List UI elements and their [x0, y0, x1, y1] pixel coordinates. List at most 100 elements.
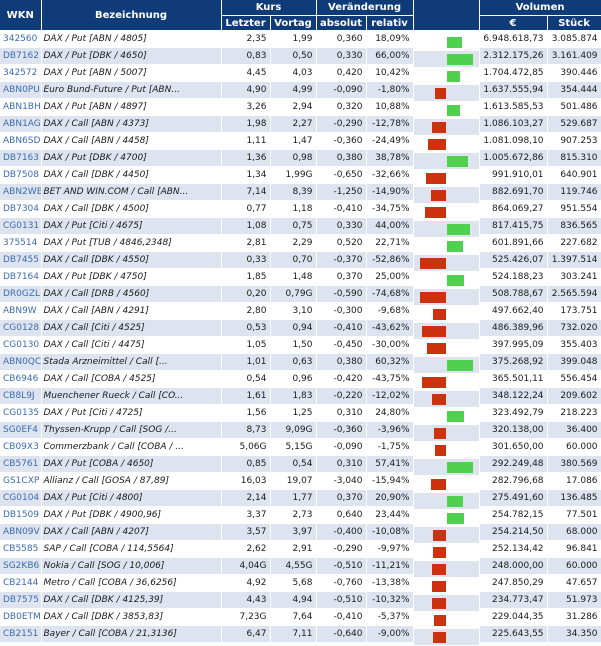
wkn-link[interactable]: CB09X3: [0, 438, 42, 456]
wkn-link[interactable]: DB1509: [0, 506, 42, 524]
table-row[interactable]: CG0130 DAX / Call [Citi / 4475] 1,05 1,50 -0…: [0, 336, 601, 357]
wkn-link[interactable]: GS1CXP: [0, 472, 42, 490]
wkn-link[interactable]: DB7455: [0, 251, 42, 269]
wkn-link[interactable]: DB7162: [0, 47, 42, 65]
table-row[interactable]: ABN09V DAX / Call [ABN / 4207] 3,57 3,97 -0,…: [0, 523, 601, 544]
wkn-link[interactable]: ABN2WB: [0, 183, 42, 201]
table-row[interactable]: SG2KB6 Nokia / Call [SOG / 10,006] 4,04G 4,…: [0, 557, 601, 578]
header-wkn[interactable]: WKN: [0, 0, 42, 31]
table-row[interactable]: CG0128 DAX / Call [Citi / 4525] 0,53 0,94 -0…: [0, 319, 601, 340]
header-stueck[interactable]: Stück: [547, 15, 601, 31]
table-row[interactable]: CB2151 Bayer / Call [COBA / 21,3136] 6,47 7…: [0, 625, 601, 646]
wkn-link[interactable]: DR0GZL: [0, 285, 42, 303]
header-euro[interactable]: €: [479, 15, 548, 31]
bezeichnung-link[interactable]: DAX / Call [ABN / 4291]: [41, 302, 222, 320]
table-row[interactable]: CB5585 SAP / Call [COBA / 114,5564] 2,62 2,…: [0, 540, 601, 561]
table-row[interactable]: CB5761 DAX / Put [COBA / 4650] 0,85 0,54 0,3…: [0, 455, 601, 476]
bezeichnung-link[interactable]: DAX / Put [DBK / 4750]: [41, 268, 222, 286]
bezeichnung-link[interactable]: Euro Bund-Future / Put [ABN...: [41, 81, 222, 99]
bezeichnung-link[interactable]: Nokia / Call [SOG / 10,006]: [41, 557, 222, 575]
wkn-link[interactable]: 375514: [0, 234, 42, 252]
table-row[interactable]: GS1CXP Allianz / Call [GOSA / 87,89] 16,03…: [0, 472, 601, 493]
table-row[interactable]: DB1509 DAX / Put [DBK / 4900,96] 3,37 2,73 0…: [0, 506, 601, 527]
bezeichnung-link[interactable]: Muenchener Rueck / Call [CO...: [41, 387, 222, 405]
wkn-link[interactable]: ABN1AG: [0, 115, 42, 133]
table-row[interactable]: ABN0PU Euro Bund-Future / Put [ABN... 4,90…: [0, 81, 601, 102]
wkn-link[interactable]: CG0135: [0, 404, 42, 422]
bezeichnung-link[interactable]: DAX / Call [COBA / 4525]: [41, 370, 222, 388]
table-row[interactable]: ABN1AG DAX / Call [ABN / 4373] 1,98 2,27 -0,…: [0, 115, 601, 136]
table-row[interactable]: ABN6SD DAX / Call [ABN / 4458] 1,11 1,47 -0,…: [0, 132, 601, 153]
wkn-link[interactable]: DB7164: [0, 268, 42, 286]
bezeichnung-link[interactable]: DAX / Call [DBK / 4500]: [41, 200, 222, 218]
wkn-link[interactable]: ABN0PU: [0, 81, 42, 99]
bezeichnung-link[interactable]: Stada Arzneimittel / Call [...: [41, 353, 222, 371]
wkn-link[interactable]: DB0ETM: [0, 608, 42, 626]
bezeichnung-link[interactable]: DAX / Put [ABN / 5007]: [41, 64, 222, 82]
table-row[interactable]: 375514 DAX / Put [TUB / 4846,2348] 2,81 2,2…: [0, 234, 601, 255]
bezeichnung-link[interactable]: SAP / Call [COBA / 114,5564]: [41, 540, 222, 558]
table-row[interactable]: SG0EF4 Thyssen-Krupp / Call [SOG /... 8,73…: [0, 421, 601, 442]
bezeichnung-link[interactable]: DAX / Put [Citi / 4675]: [41, 217, 222, 235]
wkn-link[interactable]: ABN09V: [0, 523, 42, 541]
bezeichnung-link[interactable]: Commerzbank / Call [COBA / ...: [41, 438, 222, 456]
bezeichnung-link[interactable]: DAX / Put [TUB / 4846,2348]: [41, 234, 222, 252]
wkn-link[interactable]: SG0EF4: [0, 421, 42, 439]
wkn-link[interactable]: CB5761: [0, 455, 42, 473]
bezeichnung-link[interactable]: DAX / Call [ABN / 4207]: [41, 523, 222, 541]
bezeichnung-link[interactable]: DAX / Call [DRB / 4560]: [41, 285, 222, 303]
bezeichnung-link[interactable]: DAX / Call [Citi / 4525]: [41, 319, 222, 337]
table-row[interactable]: CG0104 DAX / Put [Citi / 4800] 2,14 1,77 0,3…: [0, 489, 601, 510]
wkn-link[interactable]: CB8L9J: [0, 387, 42, 405]
bezeichnung-link[interactable]: Allianz / Call [GOSA / 87,89]: [41, 472, 222, 490]
bezeichnung-link[interactable]: DAX / Put [DBK / 4650]: [41, 47, 222, 65]
bezeichnung-link[interactable]: Bayer / Call [COBA / 21,3136]: [41, 625, 222, 643]
bezeichnung-link[interactable]: DAX / Call [DBK / 4450]: [41, 166, 222, 184]
wkn-link[interactable]: ABN0QC: [0, 353, 42, 371]
wkn-link[interactable]: CG0128: [0, 319, 42, 337]
bezeichnung-link[interactable]: BET AND WIN.COM / Call [ABN...: [41, 183, 222, 201]
table-row[interactable]: ABN2WB BET AND WIN.COM / Call [ABN... 7,14…: [0, 183, 601, 204]
wkn-link[interactable]: CB5585: [0, 540, 42, 558]
bezeichnung-link[interactable]: DAX / Put [DBK / 4700]: [41, 149, 222, 167]
table-row[interactable]: CG0131 DAX / Put [Citi / 4675] 1,08 0,75 0,3…: [0, 217, 601, 238]
bezeichnung-link[interactable]: DAX / Put [ABN / 4897]: [41, 98, 222, 116]
table-row[interactable]: DB7163 DAX / Put [DBK / 4700] 1,36 0,98 0,38…: [0, 149, 601, 170]
wkn-link[interactable]: DB7575: [0, 591, 42, 609]
wkn-link[interactable]: CB6946: [0, 370, 42, 388]
table-row[interactable]: DB7162 DAX / Put [DBK / 4650] 0,83 0,50 0,33…: [0, 47, 601, 68]
table-row[interactable]: DB7455 DAX / Call [DBK / 4550] 0,33 0,70 -0,…: [0, 251, 601, 272]
bezeichnung-link[interactable]: Thyssen-Krupp / Call [SOG /...: [41, 421, 222, 439]
bezeichnung-link[interactable]: DAX / Put [ABN / 4805]: [41, 30, 222, 48]
header-absolut[interactable]: absolut: [316, 15, 367, 31]
wkn-link[interactable]: CB2151: [0, 625, 42, 643]
wkn-link[interactable]: DB7508: [0, 166, 42, 184]
wkn-link[interactable]: CG0130: [0, 336, 42, 354]
bezeichnung-link[interactable]: DAX / Call [DBK / 3853,83]: [41, 608, 222, 626]
bezeichnung-link[interactable]: DAX / Put [Citi / 4725]: [41, 404, 222, 422]
bezeichnung-link[interactable]: DAX / Put [Citi / 4800]: [41, 489, 222, 507]
header-bezeichnung[interactable]: Bezeichnung: [41, 0, 222, 31]
table-row[interactable]: DB7304 DAX / Call [DBK / 4500] 0,77 1,18 -0,…: [0, 200, 601, 221]
table-row[interactable]: DB7164 DAX / Put [DBK / 4750] 1,85 1,48 0,37…: [0, 268, 601, 289]
bezeichnung-link[interactable]: DAX / Call [DBK / 4550]: [41, 251, 222, 269]
wkn-link[interactable]: ABN6SD: [0, 132, 42, 150]
header-relativ[interactable]: relativ: [366, 15, 414, 31]
table-row[interactable]: 342572 DAX / Put [ABN / 5007] 4,45 4,03 0,42…: [0, 64, 601, 85]
header-letzter[interactable]: Letzter: [221, 15, 271, 31]
wkn-link[interactable]: CB2144: [0, 574, 42, 592]
bezeichnung-link[interactable]: DAX / Put [DBK / 4900,96]: [41, 506, 222, 524]
table-row[interactable]: DB7508 DAX / Call [DBK / 4450] 1,34 1,99G -0…: [0, 166, 601, 187]
table-row[interactable]: CB8L9J Muenchener Rueck / Call [CO... 1,61…: [0, 387, 601, 408]
header-vortag[interactable]: Vortag: [270, 15, 317, 31]
table-row[interactable]: CG0135 DAX / Put [Citi / 4725] 1,56 1,25 0,3…: [0, 404, 601, 425]
bezeichnung-link[interactable]: DAX / Call [DBK / 4125,39]: [41, 591, 222, 609]
table-row[interactable]: ABN9W DAX / Call [ABN / 4291] 2,80 3,10 -0,3…: [0, 302, 601, 323]
wkn-link[interactable]: DB7163: [0, 149, 42, 167]
wkn-link[interactable]: DB7304: [0, 200, 42, 218]
bezeichnung-link[interactable]: DAX / Call [ABN / 4458]: [41, 132, 222, 150]
table-row[interactable]: ABN0QC Stada Arzneimittel / Call [... 1,01…: [0, 353, 601, 374]
bezeichnung-link[interactable]: DAX / Call [Citi / 4475]: [41, 336, 222, 354]
wkn-link[interactable]: ABN9W: [0, 302, 42, 320]
table-row[interactable]: DB7575 DAX / Call [DBK / 4125,39] 4,43 4,94…: [0, 591, 601, 612]
